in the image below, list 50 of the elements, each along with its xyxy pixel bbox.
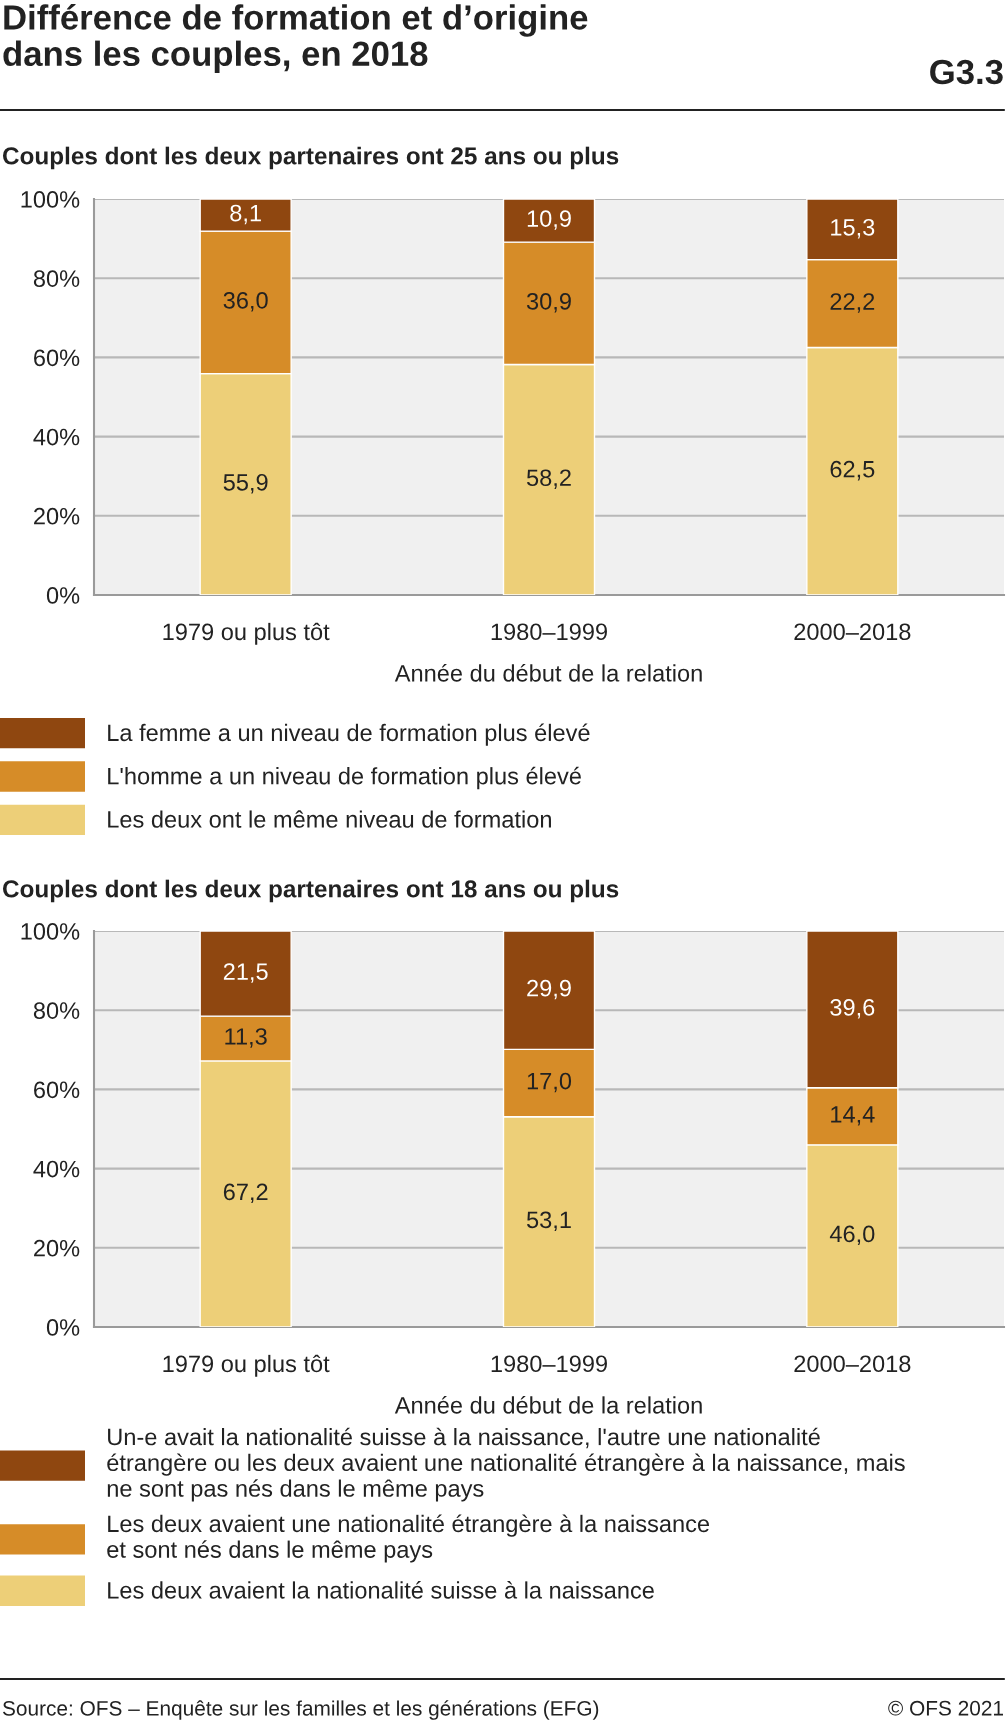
y-tick-label: 0% xyxy=(46,1319,80,1336)
legend-label: La femme a un niveau de formation plus élevé xyxy=(108,723,590,746)
y-tick-label: 60% xyxy=(34,349,80,367)
x-axis-title: Année du début de la relation xyxy=(394,1396,702,1414)
x-tick-label: 1980–1999 xyxy=(491,623,607,641)
y-tick-label: 20% xyxy=(34,1239,80,1257)
chart-title: Différence de formation et d’origine dans les couples, en 2018 xyxy=(3,4,588,73)
chart-subtitle: Couples dont les deux partenaires ont 18 ans ou plus xyxy=(3,879,619,903)
data-label: 30,9 xyxy=(526,292,571,313)
legend-label: Les deux avaient la nationalité suisse à la naissance xyxy=(108,1581,654,1599)
x-tick-label: 1979 ou plus tôt xyxy=(163,1354,330,1377)
x-tick-label: 2000–2018 xyxy=(794,1355,911,1373)
data-label: 21,5 xyxy=(223,963,268,983)
data-label: 17,0 xyxy=(527,1072,572,1093)
chart-subtitle: Couples dont les deux partenaires ont 25 ans ou plus xyxy=(3,146,619,170)
data-label: 39,6 xyxy=(830,999,875,1019)
legend-label: Les deux ont le même niveau de formation xyxy=(108,810,551,828)
x-tick-label: 1979 ou plus tôt xyxy=(163,622,330,645)
data-label: 58,2 xyxy=(526,469,571,489)
y-tick-label: 40% xyxy=(33,428,80,446)
data-label: 29,9 xyxy=(527,979,571,1000)
y-tick-label: 100% xyxy=(21,191,80,208)
data-label: 15,3 xyxy=(831,218,875,239)
y-tick-label: 20% xyxy=(34,507,80,525)
data-label: 14,4 xyxy=(831,1106,875,1126)
data-label: 8,1 xyxy=(230,204,261,225)
y-tick-label: 60% xyxy=(34,1081,80,1099)
data-label: 55,9 xyxy=(223,473,268,494)
y-tick-label: 80% xyxy=(33,270,80,287)
data-label: 62,5 xyxy=(830,460,875,481)
data-label: 46,0 xyxy=(829,1225,875,1246)
data-label: 10,9 xyxy=(527,210,571,230)
y-tick-label: 40% xyxy=(33,1160,80,1178)
source-note: Source: OFS – Enquête sur les familles et les générations (EFG) xyxy=(2,1700,599,1720)
text: © OFS 2021 xyxy=(888,1700,1003,1716)
legend-label: Les deux avaient une nationalité étrangère à la naissance et sont nés dans le même pays xyxy=(107,1514,710,1563)
legend-label: Un-e avait la nationalité suisse à la naissance, l'autre une nationalité étrangère ou les deux avaient une nationalité étrangère à la naissance, mais ne sont pas nés dans le même pays xyxy=(107,1427,905,1502)
data-label: 22,2 xyxy=(830,293,875,313)
x-axis-title: Année du début de la relation xyxy=(394,664,702,682)
text: G3.3 xyxy=(930,59,1003,85)
x-tick-label: 1980–1999 xyxy=(491,1355,607,1373)
x-tick-label: 2000–2018 xyxy=(794,623,911,641)
y-tick-label: 100% xyxy=(21,923,80,940)
data-label: 36,0 xyxy=(223,291,268,312)
y-tick-label: 0% xyxy=(46,587,80,604)
data-label: 67,2 xyxy=(223,1183,268,1204)
data-label: 53,1 xyxy=(526,1211,571,1231)
legend-label: L'homme a un niveau de formation plus élevé xyxy=(108,766,581,790)
data-label: 11,3 xyxy=(225,1028,267,1048)
y-tick-label: 80% xyxy=(33,1002,80,1019)
